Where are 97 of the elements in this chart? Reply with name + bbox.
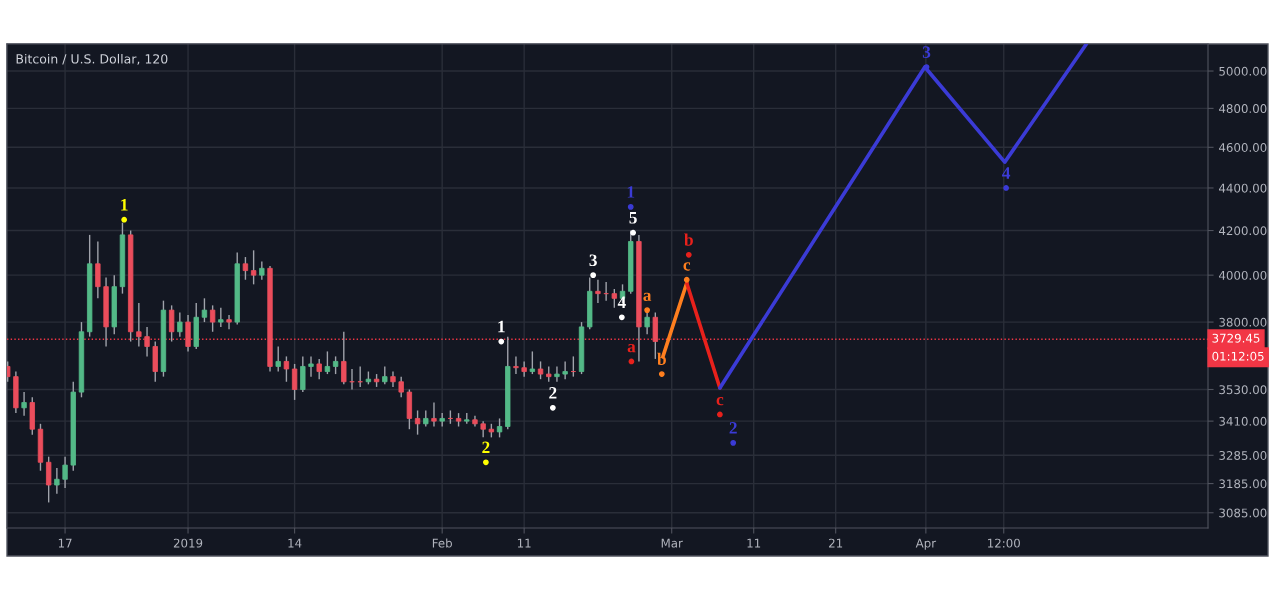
series-label: 1: [121, 198, 128, 211]
candlestick: [513, 355, 519, 375]
candlestick: [250, 249, 257, 286]
series-label: 1: [627, 186, 635, 198]
y-tick-label: 4600.00: [1218, 143, 1267, 152]
series-label: 2: [729, 422, 737, 434]
candlestick: [439, 412, 445, 428]
ref-line-label: 3729.45: [1212, 333, 1260, 343]
candlestick: [218, 307, 224, 328]
candlestick: [283, 355, 290, 383]
candlestick: [259, 260, 265, 281]
series-label: c: [716, 397, 724, 406]
candlestick: [242, 256, 249, 281]
series-label: 4: [617, 296, 626, 309]
candlestick: [201, 297, 208, 323]
y-tick-label: 3085.00: [1219, 508, 1267, 518]
candlestick: [291, 363, 298, 401]
y-tick-label: 3530.00: [1219, 385, 1267, 395]
series-label: a: [643, 292, 652, 302]
candlestick: [496, 417, 503, 439]
x-tick-label: Apr: [915, 538, 937, 550]
candlestick: [226, 314, 232, 331]
candlestick: [324, 350, 331, 375]
candlestick: [209, 304, 216, 333]
point: [923, 64, 930, 70]
x-tick-label: 12:00: [988, 538, 1020, 548]
series-label: 2: [549, 387, 557, 399]
point: [1003, 185, 1010, 191]
candlestick: [414, 409, 421, 436]
candlestick: [144, 326, 150, 358]
candlestick: [136, 302, 142, 348]
y-tick-label: 3185.00: [1219, 479, 1267, 489]
y-tick-label: 4000.00: [1218, 270, 1267, 280]
candlestick: [177, 311, 183, 338]
series-label: 1: [498, 320, 505, 333]
candlestick: [521, 360, 527, 378]
candlestick: [554, 365, 560, 383]
point: [683, 276, 690, 283]
point: [549, 404, 556, 411]
series-label: c: [683, 262, 691, 271]
series-label: 4: [1002, 167, 1011, 179]
series-label: 3: [922, 46, 931, 58]
series-label: 5: [629, 212, 637, 224]
point: [716, 411, 723, 418]
x-tick-label: 11: [747, 538, 761, 548]
series-label: a: [627, 344, 636, 353]
point: [630, 229, 637, 236]
candlestick: [95, 240, 101, 300]
candlestick: [398, 375, 404, 398]
point: [628, 358, 635, 365]
text: 01:12:05: [1212, 351, 1264, 361]
candlestick: [168, 304, 175, 343]
candlestick: [54, 467, 60, 495]
candlestick: [316, 358, 322, 380]
y-tick-label: 3285.00: [1219, 451, 1267, 460]
series-label: 3: [589, 254, 597, 267]
x-tick-label: 11: [517, 538, 531, 548]
candlestick: [341, 331, 347, 386]
point: [685, 251, 692, 258]
candlestick: [431, 401, 437, 428]
y-tick-label: 3800.00: [1219, 317, 1267, 327]
x-tick-label: Feb: [432, 538, 452, 548]
x-tick-label: 2019: [173, 538, 203, 548]
candlestick: [275, 345, 281, 373]
y-tick-label: 5000.00: [1219, 66, 1267, 76]
candlestick: [611, 288, 618, 309]
text: Bitcoin / U.S. Dollar, 120: [16, 53, 168, 65]
point: [498, 338, 505, 345]
series-label: b: [657, 352, 666, 365]
x-tick-label: 21: [829, 538, 843, 548]
candlestick: [595, 279, 601, 304]
candlestick: [562, 360, 568, 380]
candlestick: [644, 309, 650, 335]
candlestick: [300, 355, 306, 393]
point: [483, 459, 489, 466]
x-tick-label: Mar: [661, 538, 683, 548]
point: [627, 203, 634, 210]
x-tick-label: 17: [58, 538, 72, 548]
candlestick: [529, 350, 536, 375]
candlestick: [21, 391, 27, 417]
candlestick: [308, 355, 314, 378]
point: [121, 216, 128, 223]
series-label: 2: [482, 441, 490, 454]
y-tick-label: 4400.00: [1218, 183, 1267, 193]
line-series: [718, 44, 1089, 390]
candlestick: [62, 455, 68, 489]
y-tick-label: 4800.00: [1218, 104, 1267, 114]
y-tick-label: 4200.00: [1218, 226, 1267, 236]
series-label: b: [684, 233, 693, 246]
point: [658, 371, 665, 377]
point: [618, 314, 625, 321]
y-tick-label: 3410.00: [1219, 416, 1267, 426]
candlestick: [46, 455, 52, 504]
point: [730, 439, 737, 446]
x-tick-label: 14: [288, 538, 302, 548]
point: [644, 307, 651, 314]
point: [590, 272, 597, 279]
